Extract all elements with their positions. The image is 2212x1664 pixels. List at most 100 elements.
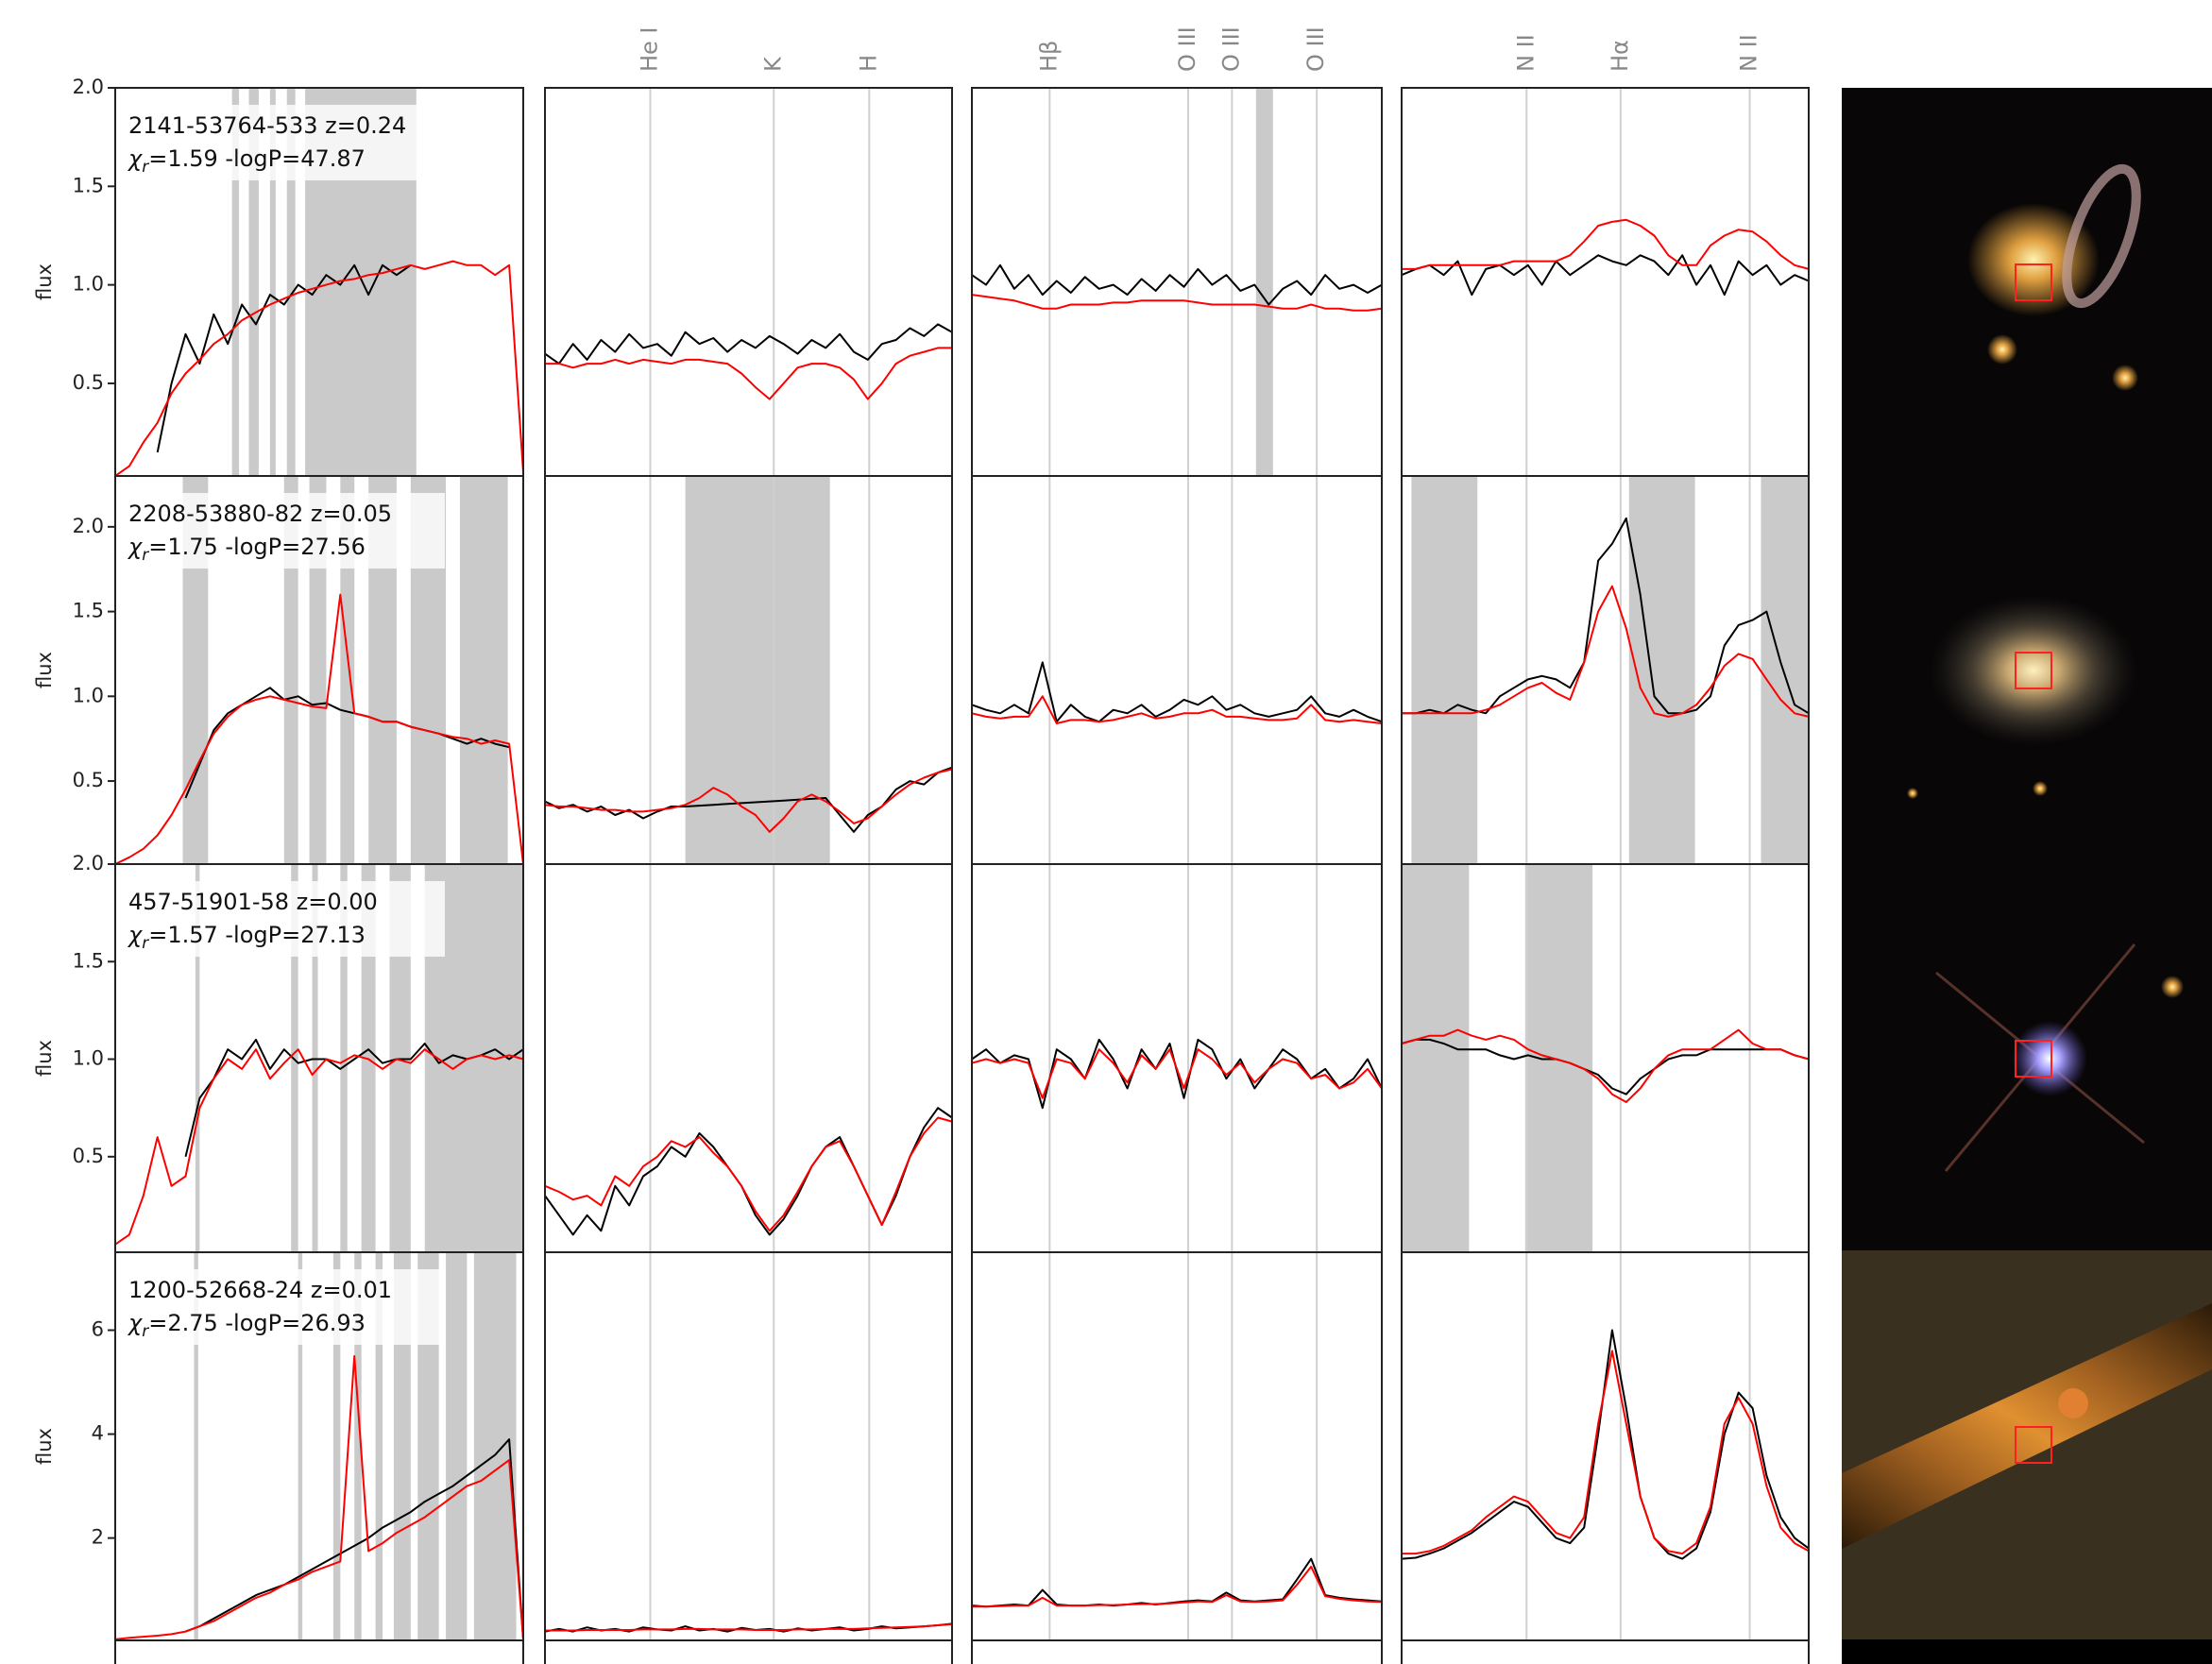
mask-band bbox=[269, 88, 276, 476]
panel-background bbox=[1402, 88, 1809, 476]
mask-band bbox=[298, 1252, 303, 1640]
fiber-marker bbox=[2015, 1040, 2052, 1078]
y-axis-label: flux bbox=[33, 263, 56, 300]
mask-band bbox=[1402, 864, 1470, 1252]
fiber-marker bbox=[2015, 1426, 2052, 1464]
spectrum-line bbox=[971, 294, 1383, 312]
row: 0.5 1.0 1.5 2.0 flux 2208-53880-82 z=0.05 χr=1… bbox=[33, 475, 1810, 865]
mask-band bbox=[248, 88, 259, 476]
mask-band bbox=[375, 1252, 383, 1640]
spectrum-line bbox=[114, 593, 524, 865]
panel-background bbox=[545, 1252, 952, 1640]
star bbox=[1907, 788, 1918, 799]
mask-band bbox=[283, 476, 298, 864]
y-tick-label: 2 bbox=[92, 1526, 104, 1549]
panel-background bbox=[972, 476, 1382, 864]
line-label: H bbox=[855, 55, 881, 72]
y-tick-label: 2.0 bbox=[73, 852, 104, 874]
spectrum-line bbox=[114, 1048, 524, 1246]
spectrum-line bbox=[545, 347, 952, 400]
label-box bbox=[119, 493, 445, 569]
panel-frame bbox=[544, 1251, 953, 1641]
line-label: O III bbox=[1302, 26, 1329, 72]
panel-frame bbox=[971, 1251, 1383, 1641]
spectrum-line bbox=[544, 1116, 953, 1232]
line-label: Hα bbox=[1607, 40, 1633, 72]
spectrum-line bbox=[114, 260, 524, 477]
chi-symbol: χ bbox=[127, 1310, 143, 1336]
y-tick-label: 0.5 bbox=[73, 1145, 104, 1167]
panel-background bbox=[545, 88, 952, 476]
line-label: N II bbox=[1512, 34, 1539, 72]
y-tick-label: 1.0 bbox=[73, 1047, 104, 1070]
line-label: He I bbox=[636, 26, 662, 72]
panel-background bbox=[1402, 1252, 1809, 1640]
spectrum-id: 2208-53880-82 z=0.05 bbox=[128, 501, 392, 527]
line-label: Hβ bbox=[1035, 41, 1062, 72]
row: 0.5 1.0 1.5 2.0 flux 457-51901-58 z=0.00 χr=1.… bbox=[33, 852, 1810, 1253]
spectrum-line bbox=[1402, 1350, 1810, 1555]
spectrum-line bbox=[1402, 218, 1810, 270]
spectrum-line bbox=[1401, 1038, 1810, 1095]
spectrum-line bbox=[544, 768, 953, 833]
fit-stats: χr=1.75 -logP=27.56 bbox=[127, 534, 366, 565]
spectrum-line bbox=[971, 661, 1383, 723]
image-background bbox=[1842, 1639, 2212, 1664]
chi-subscript: r bbox=[142, 1322, 149, 1341]
mask-band bbox=[286, 88, 296, 476]
galaxy bbox=[2062, 163, 2141, 309]
stats-text: =1.75 -logP=27.56 bbox=[148, 534, 366, 560]
mask-band bbox=[459, 476, 508, 864]
spectrum-line bbox=[1401, 1329, 1810, 1560]
stats-text: =2.75 -logP=26.93 bbox=[148, 1310, 366, 1336]
mask-band bbox=[1628, 476, 1695, 864]
row: 2 4 6 flux 1200-52668-24 z=0.01 χr=2.75 -logP… bbox=[33, 1251, 1810, 1641]
chi-subscript: r bbox=[142, 934, 149, 953]
y-axis-label: flux bbox=[33, 652, 56, 688]
chi-symbol: χ bbox=[127, 922, 143, 948]
y-tick-label: 1.5 bbox=[73, 949, 104, 972]
star bbox=[2161, 976, 2184, 998]
chi-symbol: χ bbox=[127, 534, 143, 560]
row: 0.5 1.0 1.5 2.0 flux 2141-53764-533 z=0.24 χr=… bbox=[33, 76, 1810, 477]
spectrum-line bbox=[971, 1048, 1383, 1099]
mask-band bbox=[393, 1252, 411, 1640]
y-tick-label: 4 bbox=[92, 1422, 104, 1445]
stats-text: =1.57 -logP=27.13 bbox=[148, 922, 366, 948]
fit-stats: χr=1.59 -logP=47.87 bbox=[127, 145, 366, 177]
mask-band bbox=[332, 1252, 341, 1640]
fiber-marker bbox=[2015, 263, 2052, 301]
mask-band bbox=[340, 864, 348, 1252]
fiber-marker bbox=[2015, 652, 2052, 689]
line-label: O III bbox=[1217, 26, 1244, 72]
spectrum-line bbox=[114, 1355, 524, 1640]
spectrum-id: 457-51901-58 z=0.00 bbox=[128, 889, 378, 915]
panel-background bbox=[972, 1252, 1382, 1640]
star bbox=[2033, 781, 2048, 796]
panel-background bbox=[545, 864, 952, 1252]
image-column bbox=[1842, 88, 2212, 1664]
mask-band bbox=[1411, 476, 1478, 864]
mask-band bbox=[417, 1252, 439, 1640]
fit-stats: χr=1.57 -logP=27.13 bbox=[127, 922, 366, 953]
mask-band bbox=[354, 1252, 362, 1640]
spectrum-line bbox=[971, 263, 1383, 306]
mask-band bbox=[309, 476, 327, 864]
y-tick-label: 1.0 bbox=[73, 684, 104, 706]
line-label: K bbox=[759, 56, 786, 72]
spectrum-line bbox=[971, 695, 1383, 724]
panel-frame bbox=[1401, 1251, 1810, 1641]
chi-symbol: χ bbox=[127, 145, 143, 172]
chi-subscript: r bbox=[142, 546, 149, 565]
panel-frame bbox=[114, 1251, 524, 1641]
spectrum-id: 1200-52668-24 z=0.01 bbox=[128, 1277, 392, 1303]
y-tick-label: 1.0 bbox=[73, 273, 104, 296]
star bbox=[1987, 334, 2017, 365]
spectrum-line bbox=[545, 1622, 953, 1632]
spectrum-line bbox=[972, 1565, 1383, 1608]
stats-text: =1.59 -logP=47.87 bbox=[148, 145, 366, 172]
label-box bbox=[119, 105, 445, 180]
y-tick-label: 0.5 bbox=[73, 769, 104, 791]
line-label: N II bbox=[1736, 34, 1762, 72]
